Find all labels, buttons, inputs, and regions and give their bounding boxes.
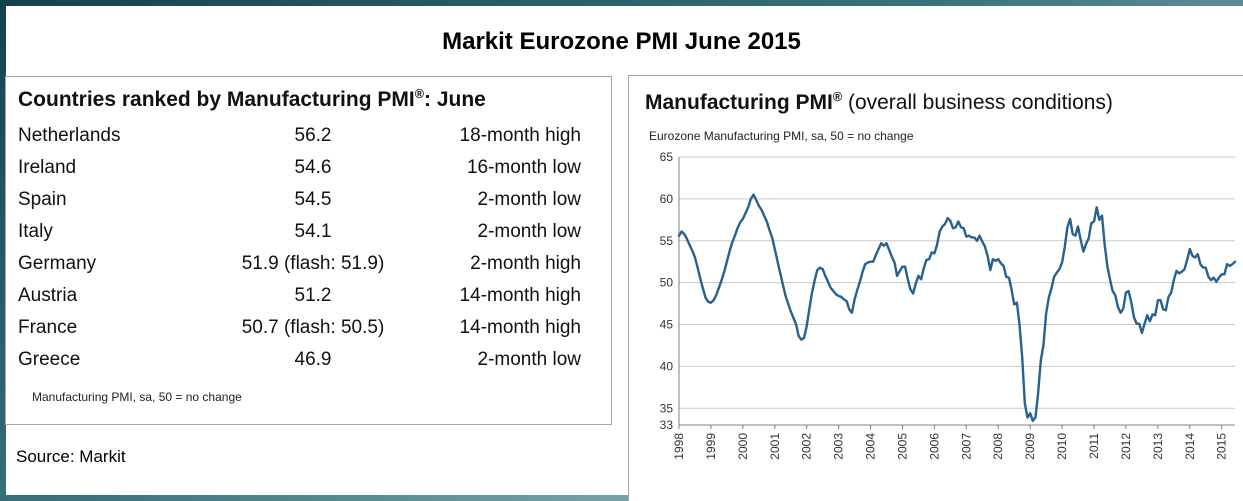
page-title: Markit Eurozone PMI June 2015 (442, 28, 801, 56)
country-name: France (18, 317, 78, 338)
table-row: Ireland 54.6 16-month low (18, 152, 603, 184)
table-row: Germany 51.9 (flash: 51.9) 2-month high (18, 248, 603, 280)
svg-text:2007: 2007 (959, 433, 973, 460)
pmi-note: 18-month high (459, 125, 581, 146)
svg-text:2004: 2004 (864, 433, 878, 460)
pmi-note: 16-month low (466, 157, 581, 178)
svg-text:2014: 2014 (1183, 433, 1197, 460)
pmi-value: 50.7 (flash: 50.5) (241, 317, 385, 338)
table-row: Spain 54.5 2-month low (18, 184, 603, 216)
pmi-value: 54.5 (294, 189, 332, 210)
chart-title-text: Manufacturing PMI (645, 91, 833, 114)
svg-text:40: 40 (660, 359, 674, 373)
pmi-value: 54.1 (294, 221, 332, 242)
pmi-series-line (677, 193, 1237, 422)
svg-text:65: 65 (660, 150, 674, 164)
svg-text:2000: 2000 (736, 433, 750, 460)
chart-title: Manufacturing PMI® (overall business con… (645, 90, 1243, 115)
registered-mark: ® (832, 90, 843, 104)
svg-text:2008: 2008 (991, 433, 1005, 460)
chart-title-suffix: (overall business conditions) (842, 91, 1113, 114)
country-name: Spain (18, 189, 67, 210)
svg-text:2011: 2011 (1087, 433, 1101, 459)
svg-text:50: 50 (660, 276, 674, 290)
svg-text:2012: 2012 (1119, 433, 1133, 460)
country-rows: Netherlands 56.2 18-month high Ireland 54.6 1… (18, 120, 603, 376)
country-name: Germany (18, 253, 97, 274)
table-row: Italy 54.1 2-month low (18, 216, 603, 248)
chart-subtitle: Eurozone Manufacturing PMI, sa, 50 = no … (649, 129, 914, 143)
svg-text:2005: 2005 (896, 433, 910, 460)
pmi-value: 56.2 (294, 125, 332, 146)
pmi-line-chart: 33 35 40 45 50 55 60 65 1998 1999 2000 2001 2002 2003… (660, 150, 1237, 460)
table-title: Countries ranked by Manufacturing PMI®: … (18, 87, 603, 112)
table-row: Netherlands 56.2 18-month high (18, 120, 603, 152)
table-footnote: Manufacturing PMI, sa, 50 = no change (32, 390, 242, 404)
svg-text:2003: 2003 (832, 433, 846, 460)
svg-text:45: 45 (660, 318, 674, 332)
country-name: Netherlands (18, 125, 121, 146)
pmi-value: 46.9 (294, 349, 332, 370)
table-title-suffix: : June (424, 88, 486, 111)
svg-text:1998: 1998 (672, 433, 686, 460)
svg-text:33: 33 (660, 418, 674, 432)
country-name: Austria (18, 285, 78, 306)
pmi-note: 2-month low (477, 349, 582, 370)
svg-text:55: 55 (660, 234, 674, 248)
svg-text:35: 35 (660, 401, 674, 415)
pmi-value: 51.2 (294, 285, 332, 306)
country-name: Italy (18, 221, 53, 242)
source-label: Source: Markit (16, 447, 126, 466)
pmi-note: 14-month high (459, 285, 581, 306)
svg-text:2013: 2013 (1151, 433, 1165, 460)
svg-text:2015: 2015 (1215, 433, 1229, 460)
pmi-value: 54.6 (294, 157, 332, 178)
svg-text:2009: 2009 (1023, 433, 1037, 460)
registered-mark: ® (414, 87, 424, 101)
country-name: Ireland (18, 157, 77, 178)
pmi-note: 2-month low (477, 221, 582, 242)
pmi-note: 2-month low (477, 189, 582, 210)
svg-text:2006: 2006 (927, 433, 941, 460)
table-title-text: Countries ranked by Manufacturing PMI (18, 88, 415, 111)
table-row: Austria 51.2 14-month high (18, 280, 603, 312)
pmi-note: 2-month high (470, 253, 581, 274)
pmi-value: 51.9 (flash: 51.9) (241, 253, 385, 274)
pmi-note: 14-month high (459, 317, 581, 338)
table-row: Greece 46.9 2-month low (18, 344, 603, 376)
svg-text:2001: 2001 (768, 433, 782, 460)
pmi-ranking-panel: Countries ranked by Manufacturing PMI®: … (5, 76, 612, 425)
svg-text:60: 60 (660, 192, 674, 206)
country-name: Greece (18, 349, 81, 370)
svg-text:2002: 2002 (800, 433, 814, 460)
table-row: France 50.7 (flash: 50.5) 14-month high (18, 312, 603, 344)
svg-text:2010: 2010 (1055, 433, 1069, 460)
svg-text:1999: 1999 (704, 433, 718, 460)
pmi-chart-panel: Manufacturing PMI® (overall business con… (628, 75, 1243, 501)
